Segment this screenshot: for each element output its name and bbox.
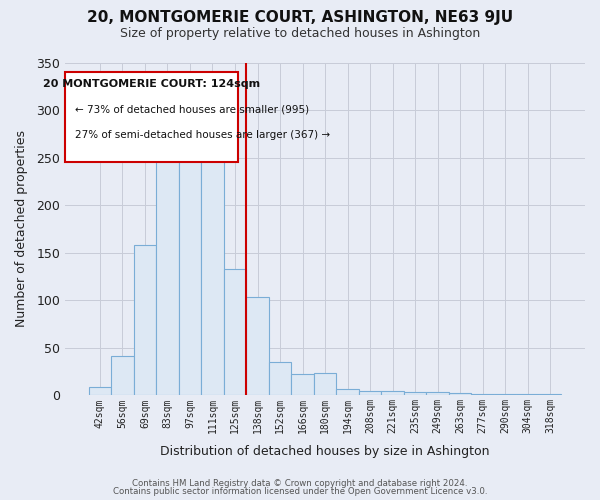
Bar: [517, 394, 539, 396]
Text: Size of property relative to detached houses in Ashington: Size of property relative to detached ho…: [120, 28, 480, 40]
Y-axis label: Number of detached properties: Number of detached properties: [15, 130, 28, 328]
Text: Contains HM Land Registry data © Crown copyright and database right 2024.: Contains HM Land Registry data © Crown c…: [132, 478, 468, 488]
Bar: [404, 392, 427, 396]
Bar: [359, 390, 382, 396]
Bar: [179, 126, 201, 396]
Bar: [382, 390, 404, 396]
Bar: [224, 269, 246, 396]
Bar: [134, 245, 156, 396]
Bar: [449, 394, 472, 396]
Bar: [201, 152, 224, 396]
Bar: [291, 374, 314, 396]
Bar: [336, 388, 359, 396]
Text: ← 73% of detached houses are smaller (995): ← 73% of detached houses are smaller (99…: [76, 105, 310, 115]
Bar: [427, 392, 449, 396]
Bar: [269, 362, 291, 396]
FancyBboxPatch shape: [65, 72, 238, 162]
Text: Contains public sector information licensed under the Open Government Licence v3: Contains public sector information licen…: [113, 487, 487, 496]
Bar: [314, 374, 336, 396]
Bar: [494, 394, 517, 396]
Bar: [111, 356, 134, 396]
Bar: [539, 394, 562, 396]
Text: 20, MONTGOMERIE COURT, ASHINGTON, NE63 9JU: 20, MONTGOMERIE COURT, ASHINGTON, NE63 9…: [87, 10, 513, 25]
Text: 20 MONTGOMERIE COURT: 124sqm: 20 MONTGOMERIE COURT: 124sqm: [43, 79, 260, 89]
Bar: [472, 394, 494, 396]
Bar: [156, 129, 179, 396]
Bar: [246, 298, 269, 396]
Text: 27% of semi-detached houses are larger (367) →: 27% of semi-detached houses are larger (…: [76, 130, 331, 140]
Bar: [89, 387, 111, 396]
X-axis label: Distribution of detached houses by size in Ashington: Distribution of detached houses by size …: [160, 444, 490, 458]
